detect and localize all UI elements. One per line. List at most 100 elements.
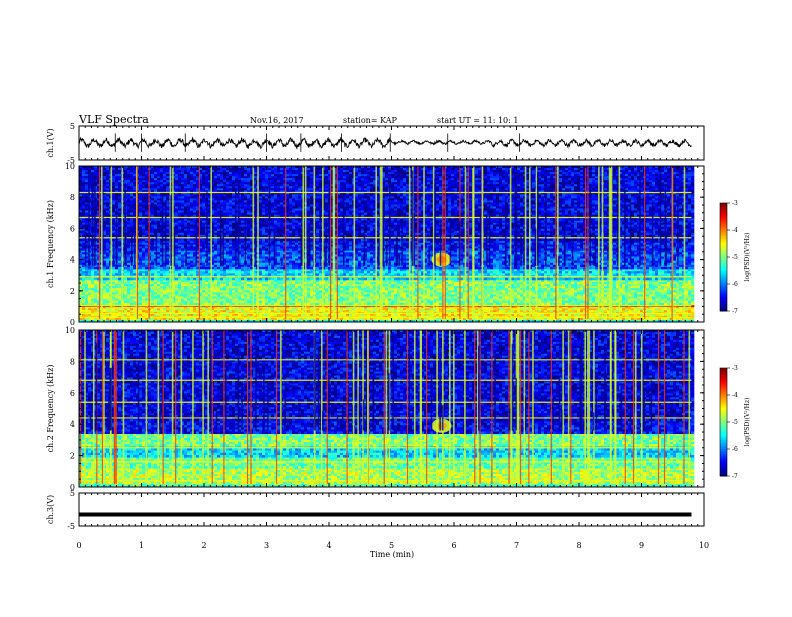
spectrogram-cell xyxy=(202,303,205,305)
spectrogram-cell xyxy=(385,303,388,305)
spectrogram-cell xyxy=(664,318,667,320)
spectrogram-cell xyxy=(235,318,238,320)
spectrogram-cell xyxy=(577,303,580,305)
spectrogram-cell xyxy=(307,303,310,305)
spectrogram-cell xyxy=(88,303,91,305)
spectrogram-cell xyxy=(298,318,301,320)
spectrogram-cell xyxy=(544,303,547,305)
spectrogram-cell xyxy=(646,303,649,305)
spectrogram-cell xyxy=(439,318,442,320)
date-label: Nov.16, 2017 xyxy=(250,116,304,125)
spectrogram-cell xyxy=(181,318,184,320)
spectrogram-cell xyxy=(538,318,541,320)
ch1-signal-line xyxy=(79,138,692,149)
spectrogram-cell xyxy=(580,303,583,305)
spectrogram-cell xyxy=(637,303,640,305)
y-axis-label: ch.1(V) xyxy=(46,128,55,157)
spectrogram-cell xyxy=(154,318,157,320)
spectrogram-cell xyxy=(286,318,289,320)
spectrogram-cell xyxy=(685,318,688,320)
spectrogram-cell xyxy=(604,318,607,320)
spectrogram-cell xyxy=(637,318,640,320)
spectrogram-cell xyxy=(184,318,187,320)
spectrogram-cell xyxy=(196,303,199,305)
spectrogram-cell xyxy=(274,303,277,305)
spectrogram-cell xyxy=(226,318,229,320)
spectrogram-cell xyxy=(568,303,571,305)
spectrogram-cell xyxy=(388,318,391,320)
spectrogram-cell xyxy=(649,318,652,320)
spectrogram-cell xyxy=(397,318,400,320)
spectrogram-cell xyxy=(157,318,160,320)
spectrogram-cell xyxy=(427,318,430,320)
spectrogram-cell xyxy=(367,318,370,320)
spectrogram-cell xyxy=(580,318,583,320)
spectrogram-cell xyxy=(349,303,352,305)
spectrogram-cell xyxy=(244,303,247,305)
spectrogram-cell xyxy=(220,303,223,305)
spectrogram-cell xyxy=(667,318,670,320)
spectrogram-cell xyxy=(490,318,493,320)
spectrogram-cell xyxy=(133,318,136,320)
spectrogram-cell xyxy=(532,303,535,305)
spectrogram-cell xyxy=(487,303,490,305)
spectrogram-cell xyxy=(226,303,229,305)
spectrogram-cell xyxy=(367,303,370,305)
spectrogram-cell xyxy=(484,318,487,320)
spectrogram-cell xyxy=(394,318,397,320)
spectrogram-cell xyxy=(229,303,232,305)
spectrogram-cell xyxy=(166,318,169,320)
spectrogram-cell xyxy=(562,303,565,305)
spectrogram-cell xyxy=(286,303,289,305)
spectrogram-cell xyxy=(232,303,235,305)
spectrogram-cell xyxy=(493,303,496,305)
spectrogram-cell xyxy=(187,318,190,320)
spectrogram-cell xyxy=(505,303,508,305)
spectrogram-cell xyxy=(280,303,283,305)
spectrogram-cell xyxy=(310,303,313,305)
spectrogram-cell xyxy=(319,303,322,305)
spectrogram-cell xyxy=(499,303,502,305)
spectrogram-cell xyxy=(628,303,631,305)
spectrogram-cell xyxy=(496,303,499,305)
spectrogram-cell xyxy=(145,303,148,305)
spectrogram-cell xyxy=(298,303,301,305)
spectrogram-cell xyxy=(403,303,406,305)
spectrogram-cell xyxy=(214,318,217,320)
spectrogram-cell xyxy=(622,318,625,320)
spectrogram-cell xyxy=(220,318,223,320)
spectrogram-cell xyxy=(277,303,280,305)
spectrogram-cell xyxy=(127,303,130,305)
spectrogram-cell xyxy=(400,303,403,305)
spectrogram-cell xyxy=(124,303,127,305)
spectrogram-cell xyxy=(691,318,694,320)
spectrogram-cell xyxy=(274,318,277,320)
spectrogram-cell xyxy=(478,318,481,320)
spectrogram-cell xyxy=(271,318,274,320)
spectrogram-cell xyxy=(628,318,631,320)
spectrogram-cell xyxy=(520,303,523,305)
spectrogram-cell xyxy=(592,318,595,320)
spectrogram-cell xyxy=(385,318,388,320)
spectrogram-cell xyxy=(361,318,364,320)
spectrogram-cell xyxy=(634,303,637,305)
spectrogram-cell xyxy=(343,303,346,305)
spectrogram-cell xyxy=(688,303,691,305)
spectrogram-cell xyxy=(259,318,262,320)
spectrogram-cell xyxy=(574,318,577,320)
spectrogram-cell xyxy=(205,303,208,305)
y-tick-label: 5 xyxy=(70,122,75,131)
spectrogram-cell xyxy=(511,318,514,320)
spectrogram-cell xyxy=(343,318,346,320)
spectrogram-cell xyxy=(229,318,232,320)
spectrogram-cell xyxy=(91,318,94,320)
spectrogram-cell xyxy=(514,303,517,305)
spectrogram-cell xyxy=(571,318,574,320)
spectrogram-cell xyxy=(358,318,361,320)
spectrogram-cell xyxy=(688,318,691,320)
spectrogram-cell xyxy=(613,303,616,305)
spectrogram-cell xyxy=(295,318,298,320)
spectrogram-cell xyxy=(370,303,373,305)
spectrogram-cell xyxy=(151,318,154,320)
